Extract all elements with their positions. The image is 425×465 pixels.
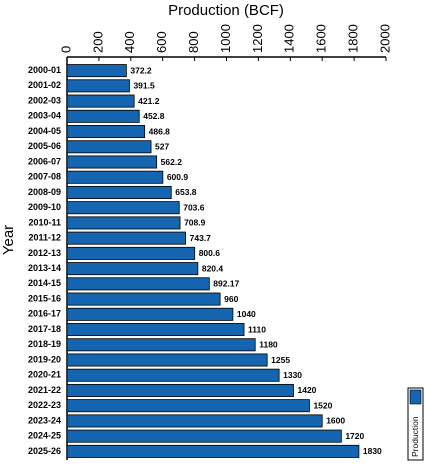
bar <box>66 262 199 276</box>
x-tick-label: 1200 <box>250 24 265 53</box>
bar <box>66 109 140 123</box>
value-label: 1330 <box>283 370 302 380</box>
bar <box>66 277 210 291</box>
y-tick-label: 2017-18 <box>28 324 61 334</box>
value-label: 653.8 <box>175 187 197 197</box>
bar <box>66 414 323 428</box>
value-label: 562.2 <box>161 157 183 167</box>
x-tick-label: 800 <box>186 31 201 53</box>
y-tick-label: 2009-10 <box>28 202 61 212</box>
bar <box>66 353 268 367</box>
value-label: 960 <box>224 294 238 304</box>
y-tick-label: 2018-19 <box>28 339 61 349</box>
y-tick-label: 2020-21 <box>28 370 61 380</box>
y-tick-label: 2013-14 <box>28 263 61 273</box>
value-label: 1110 <box>248 324 266 334</box>
bar <box>66 429 342 443</box>
y-tick-label: 2005-06 <box>28 141 61 151</box>
bar <box>66 201 180 215</box>
y-tick-label: 2004-05 <box>28 126 61 136</box>
value-label: 1520 <box>313 400 332 410</box>
bar <box>66 216 181 230</box>
value-label: 703.6 <box>183 202 205 212</box>
value-label: 1420 <box>297 385 316 395</box>
bar <box>66 64 127 78</box>
value-label: 1600 <box>326 416 345 426</box>
bar <box>66 125 146 139</box>
bar <box>66 368 280 382</box>
y-tick-label: 2024-25 <box>28 431 61 441</box>
y-tick-label: 2014-15 <box>28 278 61 288</box>
y-tick-label: 2019-20 <box>28 354 61 364</box>
legend-swatch <box>409 389 422 405</box>
y-tick-label: 2002-03 <box>28 95 61 105</box>
x-tick-label: 200 <box>90 31 105 53</box>
y-tick-label: 2001-02 <box>28 80 61 90</box>
legend-label: Production <box>410 416 420 457</box>
x-tick-label: 400 <box>122 31 137 53</box>
value-label: 452.8 <box>143 111 165 121</box>
y-tick-label: 2000-01 <box>28 65 61 75</box>
y-tick-label: 2025-26 <box>28 446 61 456</box>
legend-box <box>407 387 424 461</box>
x-tick-label: 1400 <box>282 24 297 53</box>
y-tick-label: 2012-13 <box>28 248 61 258</box>
value-label: 1255 <box>271 355 290 365</box>
value-label: 1720 <box>345 431 364 441</box>
y-tick-label: 2023-24 <box>28 415 61 425</box>
y-axis-title: Year <box>0 225 17 255</box>
bar <box>66 246 196 260</box>
value-label: 527 <box>155 142 169 152</box>
y-tick-label: 2016-17 <box>28 309 61 319</box>
x-axis-title: Production (BCF) <box>168 2 284 19</box>
bar <box>66 140 152 154</box>
y-tick-label: 2007-08 <box>28 172 61 182</box>
value-label: 892.17 <box>213 279 239 289</box>
value-label: 391.5 <box>133 81 155 91</box>
bar <box>66 323 245 337</box>
bar <box>66 155 158 169</box>
value-label: 820.4 <box>202 263 224 273</box>
value-label: 1040 <box>237 309 256 319</box>
x-tick-label: 600 <box>154 31 169 53</box>
value-label: 372.2 <box>130 65 152 75</box>
value-label: 1830 <box>363 446 382 456</box>
x-tick-label: 0 <box>58 46 73 53</box>
bar <box>66 170 164 184</box>
y-tick-label: 2003-04 <box>28 111 61 121</box>
bar <box>66 231 187 245</box>
x-tick-label: 1800 <box>346 24 361 53</box>
bar <box>66 338 256 352</box>
x-tick-label: 1000 <box>218 24 233 53</box>
bar <box>66 79 130 93</box>
bar <box>66 307 234 321</box>
y-tick-label: 2011-12 <box>28 233 61 243</box>
bar <box>66 444 360 458</box>
bar <box>66 94 135 108</box>
value-label: 486.8 <box>149 126 171 136</box>
value-label: 800.6 <box>199 248 221 258</box>
x-tick-label: 2000 <box>377 24 392 53</box>
y-tick-label: 2021-22 <box>28 385 61 395</box>
x-tick-label: 1600 <box>314 24 329 53</box>
value-label: 708.9 <box>184 218 206 228</box>
value-label: 743.7 <box>190 233 212 243</box>
value-label: 1180 <box>259 340 278 350</box>
y-tick-label: 2010-11 <box>28 217 61 227</box>
bar <box>66 383 294 397</box>
bar <box>66 292 221 306</box>
y-tick-label: 2006-07 <box>28 156 61 166</box>
bar <box>66 185 172 199</box>
value-label: 421.2 <box>138 96 160 106</box>
value-label: 600.9 <box>167 172 189 182</box>
bar <box>66 399 310 413</box>
y-tick-label: 2022-23 <box>28 400 61 410</box>
y-tick-label: 2008-09 <box>28 187 61 197</box>
y-tick-label: 2015-16 <box>28 293 61 303</box>
